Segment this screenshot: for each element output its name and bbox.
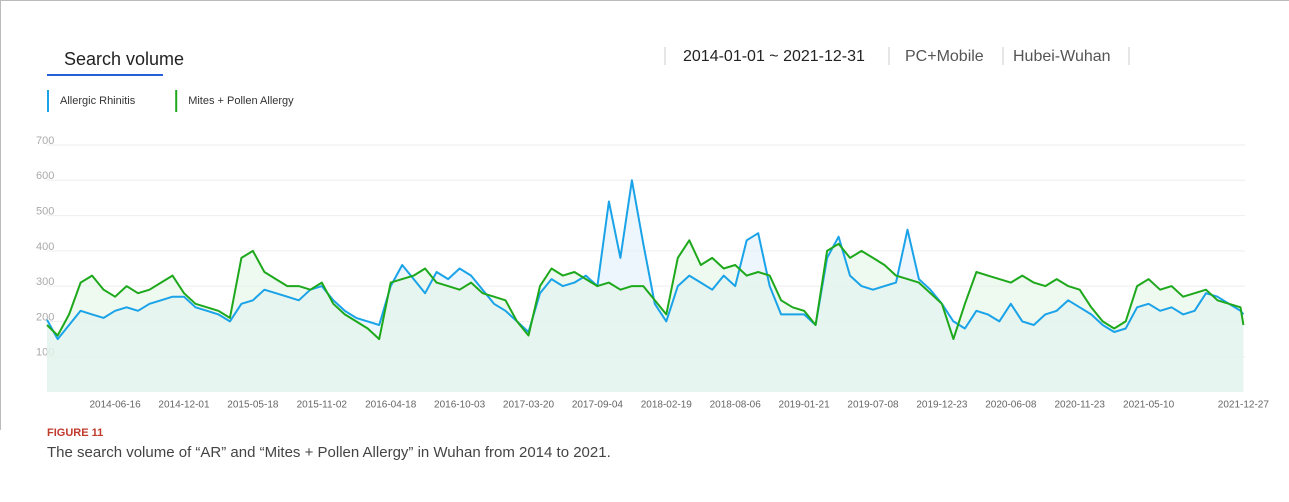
y-tick-label: 300 [36, 276, 54, 288]
x-tick-label: 2017-09-04 [572, 400, 624, 411]
x-tick-label: 2018-08-06 [710, 400, 762, 411]
series-line [46, 179, 1245, 341]
tab-title: Search volume [64, 49, 184, 69]
x-tick-label: 2019-07-08 [847, 400, 899, 411]
device: PC+Mobile [905, 48, 984, 65]
figure-label: FIGURE 11 [47, 427, 103, 439]
x-tick-label: 2016-04-18 [365, 400, 417, 411]
x-tick-label: 2014-06-16 [90, 400, 142, 411]
region: Hubei-Wuhan [1013, 48, 1111, 65]
x-tick-label: 2015-11-02 [297, 400, 348, 411]
y-tick-label: 400 [36, 241, 54, 253]
series-line [46, 239, 1245, 341]
x-tick-label: 2014-12-01 [158, 400, 210, 411]
date-range: 2014-01-01 ~ 2021-12-31 [683, 48, 865, 65]
y-tick-label: 600 [36, 170, 54, 182]
x-tick-label: 2021-05-10 [1123, 400, 1175, 411]
y-tick-label: 700 [36, 135, 54, 147]
legend-swatch [175, 90, 178, 112]
area [47, 240, 1244, 392]
legend-label: Mites + Pollen Allergy [188, 95, 294, 107]
y-tick-label: 200 [36, 311, 54, 323]
x-tick-label: 2015-05-18 [227, 400, 279, 411]
x-tick-label: 2021-12-27 [1218, 400, 1270, 411]
legend-swatch [47, 90, 49, 112]
x-tick-label: 2019-12-23 [916, 400, 968, 411]
x-tick-label: 2019-01-21 [779, 400, 831, 411]
x-tick-label: 2018-02-19 [641, 400, 693, 411]
figure-caption: The search volume of “AR” and “Mites + P… [47, 444, 611, 461]
legend-label: Allergic Rhinitis [60, 95, 136, 107]
y-tick-label: 500 [36, 205, 54, 217]
x-tick-label: 2017-03-20 [503, 400, 555, 411]
x-tick-label: 2016-10-03 [434, 400, 486, 411]
x-tick-label: 2020-11-23 [1055, 400, 1106, 411]
x-tick-label: 2020-06-08 [985, 400, 1037, 411]
